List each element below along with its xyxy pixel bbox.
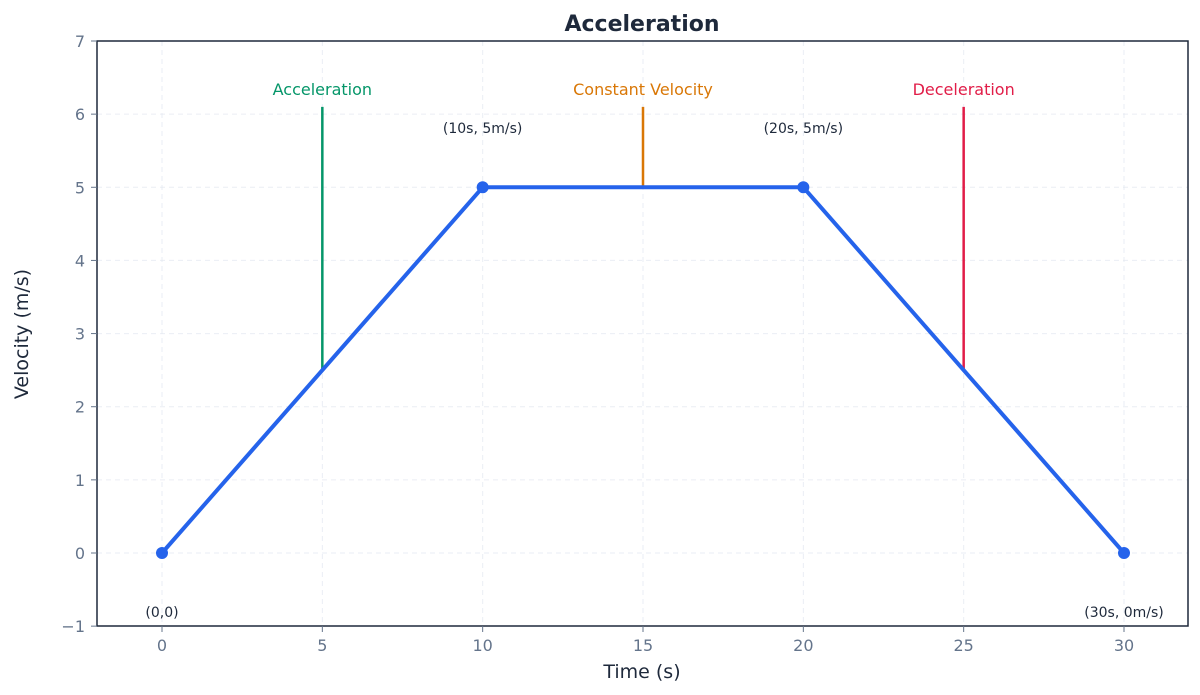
y-tick-label: 7 (75, 32, 85, 51)
y-tick-label: 5 (75, 178, 85, 197)
chart-title: Acceleration (564, 12, 719, 37)
y-tick-label: 4 (75, 251, 85, 270)
data-point-marker (476, 181, 489, 194)
x-axis-ticks: 0 5 10 15 20 25 30 (157, 626, 1134, 655)
phase-label: Deceleration (913, 80, 1015, 99)
velocity-line (160, 185, 1126, 555)
x-tick-label: 0 (157, 636, 167, 655)
phase-label: Constant Velocity (573, 80, 713, 99)
data-series (156, 181, 1130, 559)
point-annotation-label: (20s, 5m/s) (764, 121, 844, 137)
y-tick-label: 6 (75, 105, 85, 124)
data-point-marker (1118, 547, 1130, 559)
y-tick-label: 0 (75, 544, 85, 563)
x-tick-label: 20 (793, 636, 813, 655)
y-tick-label: 2 (75, 398, 85, 417)
grid-lines (97, 41, 1188, 626)
x-tick-label: 15 (633, 636, 653, 655)
phase-label: Acceleration (273, 80, 372, 99)
y-tick-label: 3 (75, 325, 85, 344)
point-annotation-label: (0,0) (145, 605, 178, 621)
point-annotation-label: (10s, 5m/s) (443, 121, 523, 137)
phase-annotations: Acceleration Constant Velocity Deceleratio… (273, 80, 1015, 371)
point-annotation-label: (30s, 0m/s) (1084, 605, 1164, 621)
y-axis-ticks: −1 0 1 2 3 4 5 6 7 (61, 32, 97, 636)
point-annotations: (0,0) (10s, 5m/s) (20s, 5m/s) (30s, 0m/s) (145, 121, 1163, 621)
data-point-marker (797, 181, 810, 194)
x-tick-label: 30 (1114, 636, 1134, 655)
y-tick-label: 1 (75, 471, 85, 490)
x-tick-label: 10 (472, 636, 492, 655)
x-tick-label: 5 (317, 636, 327, 655)
y-tick-label: −1 (61, 617, 85, 636)
y-axis-label: Velocity (m/s) (11, 269, 33, 399)
x-tick-label: 25 (953, 636, 973, 655)
data-point-marker (156, 547, 168, 559)
x-axis-label: Time (s) (602, 661, 680, 683)
